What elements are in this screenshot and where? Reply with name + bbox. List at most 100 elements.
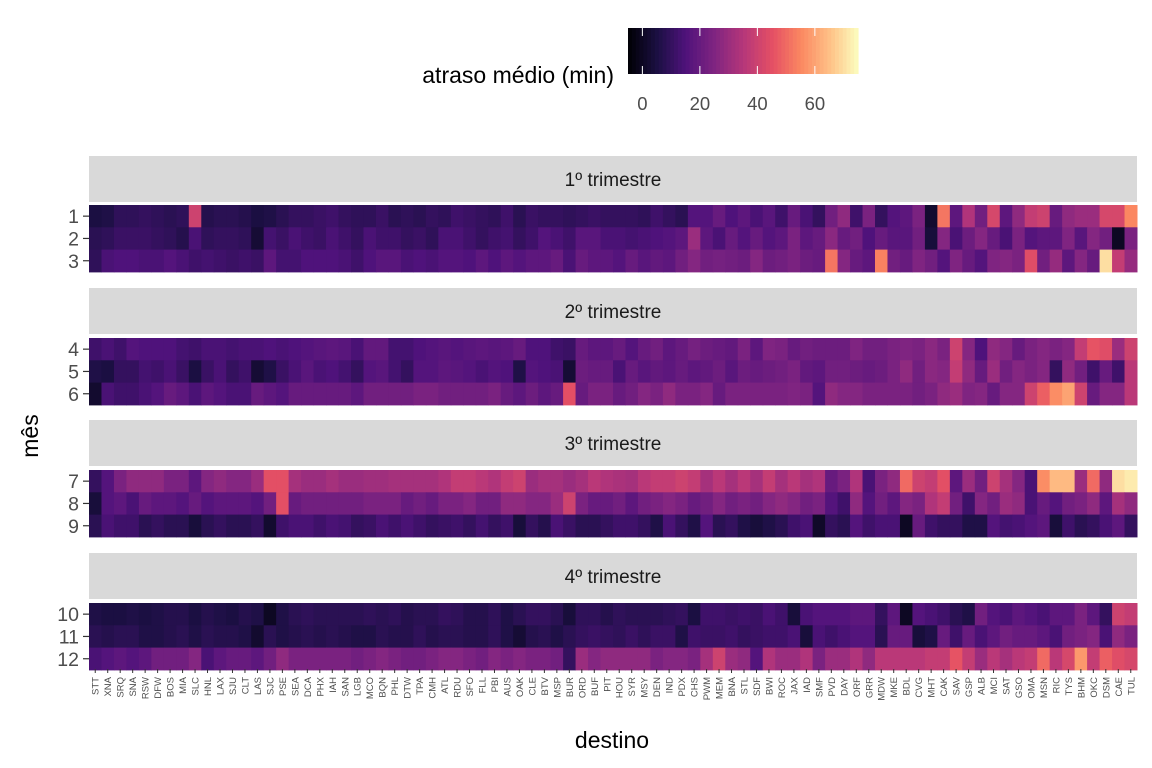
heatmap-cell [1124,227,1138,251]
heatmap-cell [974,514,988,538]
legend-colorbar [628,28,859,74]
heatmap-cell [812,249,826,273]
heatmap-cell [188,227,202,251]
heatmap-cell [625,249,639,273]
heatmap-cell [1062,360,1076,384]
heatmap-cell [800,625,814,649]
heatmap-cell [837,249,851,273]
x-tick-label: DTW [403,677,414,699]
heatmap-cell [949,470,963,493]
heatmap-cell [750,382,764,406]
heatmap-cell [1024,647,1038,671]
heatmap-cell [613,338,626,361]
heatmap-cell [238,227,252,251]
heatmap-cell [226,338,240,361]
heatmap-cell [787,382,801,406]
legend-color-segment [800,28,805,74]
heatmap-cell [1037,603,1051,626]
heatmap-cell [1012,227,1026,251]
heatmap-cell [351,249,364,273]
heatmap-cell [800,227,814,251]
heatmap-cell [438,625,452,649]
x-tick-label: SRQ [116,677,127,698]
heatmap-cell [238,603,252,626]
heatmap-cell [924,205,938,228]
heatmap-cell [899,603,913,626]
heatmap-cell [201,227,215,251]
heatmap-cell [201,382,215,406]
heatmap-cell [338,205,352,228]
legend-color-segment [731,28,736,74]
heatmap-cell [351,338,364,361]
heatmap-cell [525,625,539,649]
heatmap-cell [650,338,664,361]
heatmap-cell [550,382,564,406]
heatmap-cell [1024,227,1038,251]
heatmap-cell [126,249,140,273]
heatmap-cell [326,382,340,406]
heatmap-cell [862,470,876,493]
heatmap-cell [974,338,988,361]
heatmap-cell [1124,625,1138,649]
heatmap-cell [987,625,1001,649]
heatmap-cell [201,249,215,273]
x-tick-label: BQN [378,677,389,698]
heatmap-cell [650,470,664,493]
heatmap-cell [962,514,976,538]
heatmap-cell [1099,338,1113,361]
heatmap-cell [550,360,564,384]
heatmap-cell [251,603,265,626]
heatmap-cell [263,603,277,626]
heatmap-cell [987,647,1001,671]
heatmap-cell [1024,492,1038,516]
heatmap-cell [1024,603,1038,626]
heatmap-cell [538,603,552,626]
heatmap-cell [400,647,414,671]
heatmap-cell [850,514,864,538]
heatmap-cell [787,647,801,671]
heatmap-cell [1062,205,1076,228]
heatmap-cell [338,360,352,384]
heatmap-cell [613,514,626,538]
heatmap-cell [413,249,427,273]
heatmap-cell [637,360,651,384]
heatmap-cell [862,338,876,361]
heatmap-cell [351,603,364,626]
heatmap-cell [500,205,514,228]
heatmap-cell [962,492,976,516]
heatmap-cell [750,625,764,649]
legend-color-segment [796,28,802,74]
heatmap-cell [812,603,826,626]
y-tick-label: 6 [68,384,79,406]
heatmap-cell [525,227,539,251]
heatmap-cell [525,338,539,361]
heatmap-cell [413,603,427,626]
heatmap-cell [949,227,963,251]
heatmap-cell [1074,227,1088,251]
heatmap-cell [338,492,352,516]
heatmap-cell [425,625,439,649]
heatmap-cell [862,514,876,538]
heatmap-cell [188,625,202,649]
heatmap-cell [837,647,851,671]
heatmap-cell [213,514,227,538]
heatmap-cell [987,382,1001,406]
heatmap-cell [213,382,227,406]
heatmap-cell [1037,625,1051,649]
heatmap-cell [1049,205,1063,228]
heatmap-cell [1087,470,1101,493]
heatmap-cell [1112,625,1126,649]
heatmap-cell [750,492,764,516]
legend-color-segment [842,28,848,74]
heatmap-cell [226,227,240,251]
heatmap-cell [949,382,963,406]
heatmap-cell [575,514,589,538]
x-tick-label: BTV [540,676,551,695]
heatmap-cell [924,514,938,538]
heatmap-cell [625,514,639,538]
heatmap-cell [513,338,527,361]
heatmap-cell [388,360,402,384]
heatmap-cell [625,470,639,493]
heatmap-cell [400,205,414,228]
heatmap-cell [188,470,202,493]
